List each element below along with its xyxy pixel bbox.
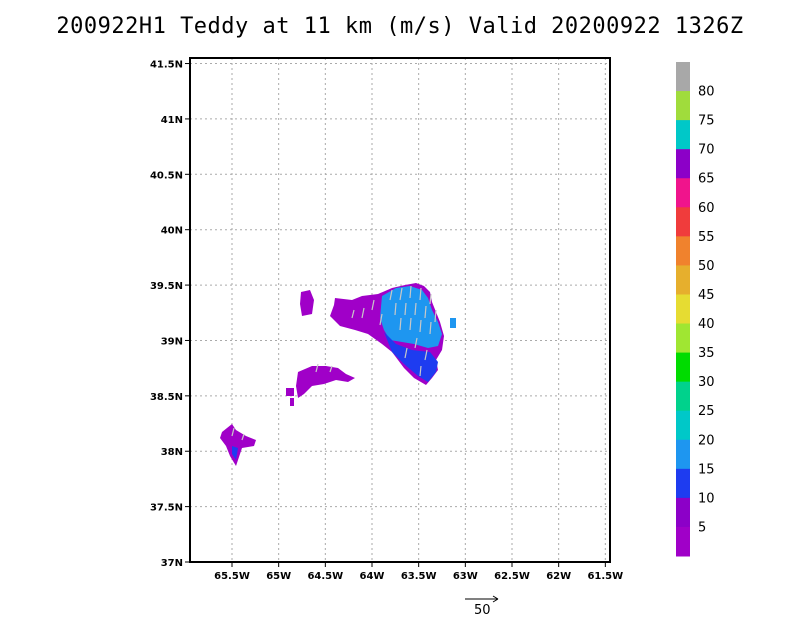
lon-tick-label: 64.5W [307,571,343,582]
colorbar-label: 20 [698,433,715,448]
colorbar-swatch [676,91,690,121]
lat-tick-label: 38N [161,447,183,458]
colorbar-swatch [676,352,690,383]
colorbar-swatch [676,62,690,92]
colorbar-swatch [676,497,690,528]
plot-frame [189,57,611,563]
colorbar-swatch [676,526,690,557]
colorbar-label: 40 [698,317,715,332]
lon-tick-label: 63.5W [401,571,437,582]
colorbar: 80 75 70 65 60 55 50 45 40 35 30 25 20 15 10 5 [676,62,715,557]
middle-band [296,366,355,398]
colorbar-swatch [676,294,690,325]
colorbar-label: 70 [698,143,715,158]
colorbar-label: 55 [698,230,715,245]
lon-tick-label: 65W [266,571,291,582]
lon-tick-label: 64W [360,571,385,582]
colorbar-swatch [676,265,690,295]
colorbar-swatch [676,323,690,354]
lat-tick-label: 38.5N [150,392,183,403]
colorbar-label: 45 [698,288,715,303]
colorbar-label: 65 [698,172,715,187]
north-west-blob [300,290,314,316]
colorbar-label: 30 [698,375,715,390]
reference-vector-label: 50 [474,603,491,618]
colorbar-swatch [676,410,690,441]
cyan-spot [450,318,456,328]
colorbar-label: 15 [698,462,715,477]
south-west-blob [220,424,256,466]
lat-tick-label: 41.5N [150,60,183,71]
lon-tick-label: 65.5W [214,571,250,582]
lat-tick-label: 37N [161,558,183,569]
colorbar-label: 25 [698,404,715,419]
lon-tick-label: 61.5W [587,571,623,582]
core-15-region [380,286,442,348]
colorbar-label: 80 [698,85,715,100]
latitude-axis: 41.5N 41N 40.5N 40N 39.5N 39N 38.5N 38N 37.5N 37N [150,60,190,569]
colorbar-swatch [676,381,690,412]
colorbar-swatch [676,178,690,208]
lat-tick-label: 39.5N [150,281,183,292]
colorbar-label: 10 [698,491,715,506]
colorbar-label: 60 [698,201,715,216]
colorbar-label: 75 [698,114,715,129]
lat-tick-label: 40N [161,226,183,237]
lon-tick-label: 63W [453,571,478,582]
colorbar-label: 5 [698,520,706,535]
colorbar-swatch [676,149,690,179]
lat-tick-label: 37.5N [150,503,183,514]
lat-tick-label: 40.5N [150,170,183,181]
map-title: 200922H1 Teddy at 11 km (m/s) Valid 2020… [56,14,744,39]
colorbar-swatch [676,120,690,150]
colorbar-label: 50 [698,259,715,274]
lon-tick-label: 62.5W [494,571,530,582]
grid-lines [190,58,610,562]
wind-vectors [231,285,437,441]
band-10-region [384,332,438,382]
longitude-axis: 65.5W 65W 64.5W 64W 63.5W 63W 62.5W 62W 61.5W [214,562,623,582]
lon-tick-label: 62W [546,571,571,582]
colorbar-swatch [676,236,690,266]
colorbar-swatch [676,207,690,237]
lat-tick-label: 39N [161,336,183,347]
colorbar-label: 35 [698,346,715,361]
reference-vector: 50 [465,595,499,618]
colorbar-swatch [676,468,690,499]
lat-tick-label: 41N [161,115,183,126]
colorbar-swatch [676,439,690,470]
